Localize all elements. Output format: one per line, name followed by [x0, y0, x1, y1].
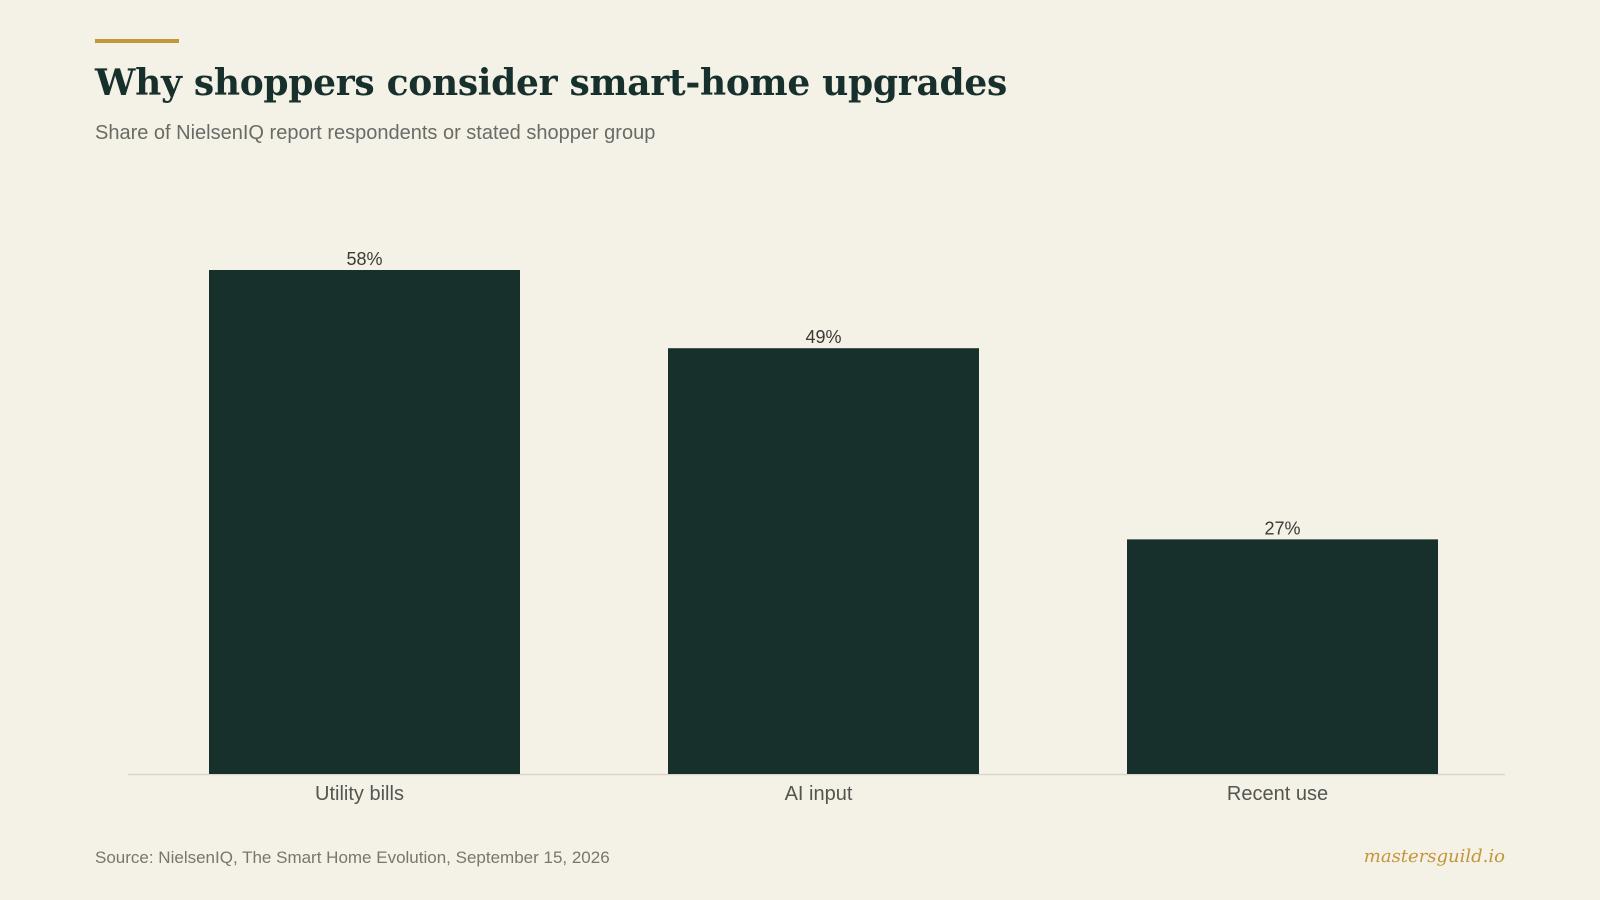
- value-label: 58%: [346, 249, 382, 269]
- bar-group: [209, 270, 1438, 774]
- bar-ai-input[interactable]: [668, 348, 979, 774]
- bar-recent-use[interactable]: [1127, 539, 1438, 774]
- category-label: Utility bills: [315, 783, 404, 805]
- page-subtitle: Share of NielsenIQ report respondents or…: [95, 122, 656, 144]
- value-label: 27%: [1264, 518, 1300, 538]
- source-note: Source: NielsenIQ, The Smart Home Evolut…: [95, 848, 610, 867]
- brand-mark[interactable]: mastersguild.io: [1363, 846, 1505, 867]
- category-label: AI input: [785, 783, 853, 805]
- category-label: Recent use: [1227, 783, 1328, 805]
- page-title: Why shoppers consider smart-home upgrade…: [95, 62, 1007, 104]
- bar-utility-bills[interactable]: [209, 270, 520, 774]
- accent-rule: [95, 39, 179, 43]
- value-label-group: 58% 49% 27%: [346, 249, 1300, 538]
- value-label: 49%: [805, 327, 841, 347]
- category-label-group: Utility bills AI input Recent use: [315, 783, 1328, 805]
